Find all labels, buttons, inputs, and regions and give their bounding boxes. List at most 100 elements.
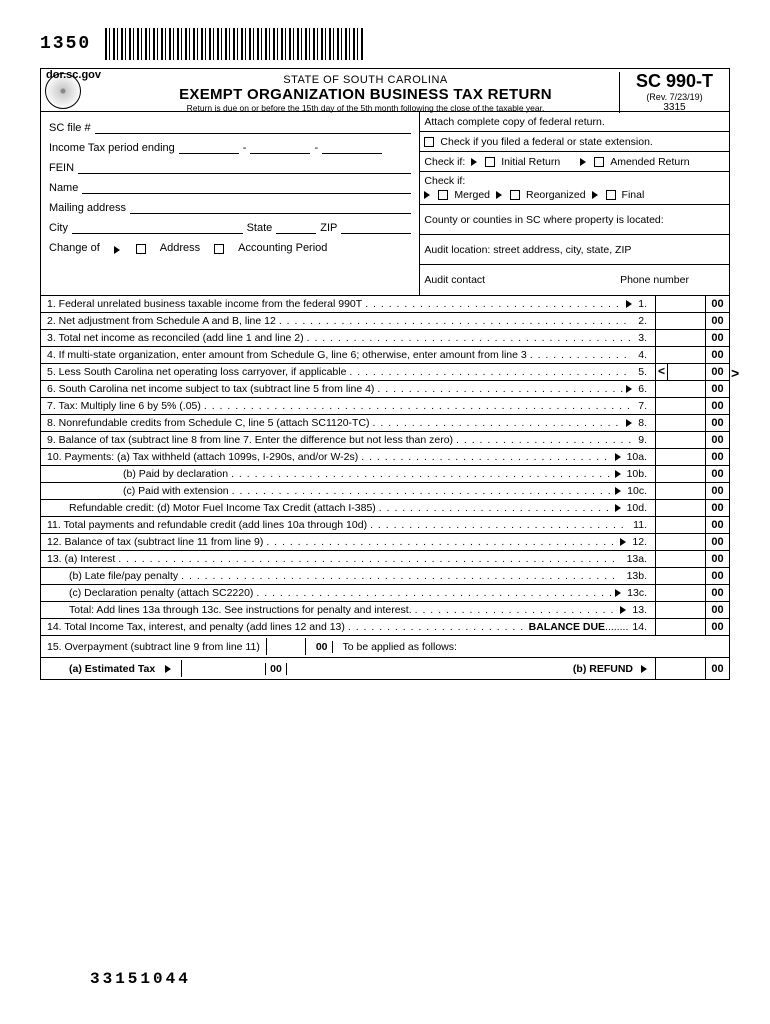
grid-row: 4. If multi-state organization, enter am… bbox=[41, 347, 729, 364]
leader-dots: . . . . . . . . . . . . . . . . . . . . … bbox=[349, 366, 631, 378]
amount-cell[interactable] bbox=[655, 449, 705, 465]
est-amt[interactable] bbox=[181, 660, 261, 677]
line-text: (b) Paid by declaration bbox=[123, 468, 228, 480]
amount-cell[interactable] bbox=[655, 381, 705, 397]
line-text: (b) Late file/pay penalty bbox=[69, 570, 178, 582]
sc-file-input[interactable] bbox=[95, 122, 412, 134]
line-ref: 10c. bbox=[623, 485, 651, 497]
final-checkbox[interactable] bbox=[606, 190, 616, 200]
checkif-label: Check if: bbox=[424, 156, 465, 168]
extension-checkbox[interactable] bbox=[424, 137, 434, 147]
grid-row: 1. Federal unrelated business taxable in… bbox=[41, 296, 729, 313]
amount-cell[interactable] bbox=[655, 330, 705, 346]
triangle-icon bbox=[615, 589, 621, 597]
amount-cell[interactable] bbox=[655, 602, 705, 618]
form-title: EXEMPT ORGANIZATION BUSINESS TAX RETURN bbox=[112, 86, 619, 103]
cents-cell: 00 bbox=[705, 432, 729, 448]
amount-cell[interactable] bbox=[655, 466, 705, 482]
line-ref: 8. bbox=[634, 417, 651, 429]
refund-cents: 00 bbox=[705, 658, 729, 679]
change-label: Change of bbox=[49, 242, 100, 254]
triangle-icon bbox=[580, 158, 586, 166]
amount-cell[interactable] bbox=[655, 568, 705, 584]
amount-cell[interactable] bbox=[655, 619, 705, 635]
period-label: Income Tax period ending bbox=[49, 142, 175, 154]
line15-amt[interactable] bbox=[266, 638, 306, 655]
balance-due-label: BALANCE DUE bbox=[529, 621, 605, 633]
line-text: 9. Balance of tax (subtract line 8 from … bbox=[47, 434, 453, 446]
cents-cell: 00 bbox=[705, 500, 729, 516]
domain: dor.sc.gov bbox=[46, 69, 106, 81]
line-text: 4. If multi-state organization, enter am… bbox=[47, 349, 527, 361]
leader-dots: . . . . . . . . . . . . . . . . . . . . … bbox=[456, 434, 631, 446]
leader-dots: . . . . . . . . . . . . . . . . . . . . … bbox=[256, 587, 612, 599]
refund-amt[interactable] bbox=[655, 658, 705, 679]
grid-row: (c) Declaration penalty (attach SC2220).… bbox=[41, 585, 729, 602]
amount-cell[interactable] bbox=[655, 551, 705, 567]
amount-cell[interactable] bbox=[655, 517, 705, 533]
grid-row: 11. Total payments and refundable credit… bbox=[41, 517, 729, 534]
mail-input[interactable] bbox=[130, 202, 411, 214]
county-label: County or counties in SC where property … bbox=[420, 205, 729, 235]
line-ref: 3. bbox=[634, 332, 651, 344]
est-cents: 00 bbox=[265, 663, 287, 675]
leader-dots: . . . . . . . . . . . . . . . . . . . . … bbox=[365, 298, 623, 310]
accounting-checkbox[interactable] bbox=[214, 244, 224, 254]
address-checkbox[interactable] bbox=[136, 244, 146, 254]
grid-row: Total: Add lines 13a through 13c. See in… bbox=[41, 602, 729, 619]
period-input-1[interactable] bbox=[179, 142, 239, 154]
taxpayer-info-left: SC file # Income Tax period ending-- FEI… bbox=[41, 112, 419, 295]
est-label: (a) Estimated Tax bbox=[69, 663, 155, 675]
amount-cell[interactable] bbox=[655, 296, 705, 312]
line-text: (c) Paid with extension bbox=[123, 485, 229, 497]
amount-cell[interactable] bbox=[655, 432, 705, 448]
line-ref: 6. bbox=[634, 383, 651, 395]
amount-cell[interactable] bbox=[655, 483, 705, 499]
revision: (Rev. 7/23/19) bbox=[622, 92, 727, 102]
line-ref: 2. bbox=[634, 315, 651, 327]
amount-cell[interactable] bbox=[655, 500, 705, 516]
triangle-icon bbox=[615, 470, 621, 478]
name-label: Name bbox=[49, 182, 78, 194]
grid-row: 9. Balance of tax (subtract line 8 from … bbox=[41, 432, 729, 449]
amount-cell[interactable] bbox=[655, 347, 705, 363]
cents-cell: 00 bbox=[705, 517, 729, 533]
amount-cell[interactable] bbox=[655, 534, 705, 550]
grid-row: 12. Balance of tax (subtract line 11 fro… bbox=[41, 534, 729, 551]
leader-dots: . . . . . . . . . . . . . . . . . . . . … bbox=[279, 315, 631, 327]
city-input[interactable] bbox=[72, 222, 243, 234]
state-input[interactable] bbox=[276, 222, 316, 234]
cents-cell: 00 bbox=[705, 483, 729, 499]
amended-checkbox[interactable] bbox=[594, 157, 604, 167]
cents-cell: 00 bbox=[705, 296, 729, 312]
merged-checkbox[interactable] bbox=[438, 190, 448, 200]
fein-input[interactable] bbox=[78, 162, 411, 174]
amount-cell[interactable] bbox=[667, 364, 705, 380]
grid-row: (b) Late file/pay penalty. . . . . . . .… bbox=[41, 568, 729, 585]
reorg-checkbox[interactable] bbox=[510, 190, 520, 200]
mark-cell: < bbox=[655, 364, 667, 380]
triangle-icon bbox=[424, 191, 430, 199]
line-text: 7. Tax: Multiply line 6 by 5% (.05) bbox=[47, 400, 201, 412]
reorg-label: Reorganized bbox=[526, 189, 586, 201]
grid-row: (c) Paid with extension. . . . . . . . .… bbox=[41, 483, 729, 500]
line-text: 1. Federal unrelated business taxable in… bbox=[47, 298, 362, 310]
zip-input[interactable] bbox=[341, 222, 411, 234]
amount-cell[interactable] bbox=[655, 585, 705, 601]
grid-row: 8. Nonrefundable credits from Schedule C… bbox=[41, 415, 729, 432]
amount-cell[interactable] bbox=[655, 415, 705, 431]
cents-cell: 00 bbox=[705, 534, 729, 550]
initial-checkbox[interactable] bbox=[485, 157, 495, 167]
name-input[interactable] bbox=[82, 182, 411, 194]
leader-dots: . . . . . . . . . . . . . . . . . . . . … bbox=[118, 553, 619, 565]
period-input-2[interactable] bbox=[250, 142, 310, 154]
form-code: SC 990-T bbox=[622, 72, 727, 92]
leader-dots: . . . . . . . . . . . . . . . . . . . . … bbox=[377, 383, 623, 395]
amount-cell[interactable] bbox=[655, 313, 705, 329]
amount-cell[interactable] bbox=[655, 398, 705, 414]
line-ref: 13c. bbox=[623, 587, 651, 599]
period-input-3[interactable] bbox=[322, 142, 382, 154]
line-text: 3. Total net income as reconciled (add l… bbox=[47, 332, 304, 344]
grid-row: Refundable credit: (d) Motor Fuel Income… bbox=[41, 500, 729, 517]
cents-cell: 00 bbox=[705, 568, 729, 584]
